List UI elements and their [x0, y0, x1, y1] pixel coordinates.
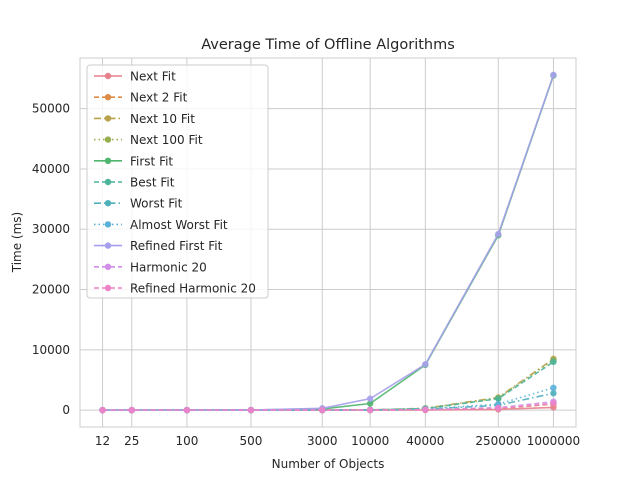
legend-swatch-marker [104, 242, 112, 249]
x-tick-label: 10000 [351, 434, 389, 448]
plot-frame [79, 57, 577, 428]
data-point [550, 384, 557, 392]
legend-swatch-marker [104, 284, 112, 292]
legend-item-best-fit: Best Fit [94, 176, 175, 190]
legend-label: Next 2 Fit [130, 91, 188, 105]
y-tick-label: 30000 [32, 222, 70, 236]
x-tick-label: 250000 [475, 434, 521, 448]
legend-label: Next 100 Fit [130, 133, 203, 147]
legend-item-refined-first-fit: Refined First Fit [94, 239, 223, 253]
data-point [183, 406, 191, 414]
legend-item-refined-harmonic-20: Refined Harmonic 20 [94, 282, 256, 296]
series-next-10-fit [99, 355, 557, 414]
series-lines [99, 71, 557, 414]
x-tick-label: 12 [95, 434, 110, 448]
legend-item-next-fit: Next Fit [94, 70, 176, 84]
legend-label: Best Fit [130, 176, 175, 190]
series-line [102, 361, 554, 411]
series-best-fit [99, 358, 557, 414]
legend-label: Next 10 Fit [130, 112, 195, 126]
legend-label: Almost Worst Fit [130, 218, 228, 232]
series-line [102, 359, 554, 411]
y-tick-label: 10000 [32, 343, 70, 357]
data-point [550, 400, 557, 407]
x-tick-label: 3000 [307, 434, 338, 448]
x-tick-label: 40000 [406, 434, 444, 448]
legend-swatch-marker [104, 72, 112, 80]
x-tick-label: 25 [124, 434, 139, 448]
x-axis-label: Number of Objects [272, 457, 385, 471]
y-axis-ticks: 0 10000 20000 30000 40000 50000 [32, 102, 70, 417]
legend: Next Fit Next 2 Fit Next 10 Fit Next 100 Fi… [86, 64, 269, 299]
data-point [550, 358, 557, 366]
data-point [366, 400, 374, 407]
legend-box [86, 64, 269, 299]
legend-label: Refined First Fit [130, 239, 223, 253]
series-refined-harmonic-20 [99, 400, 557, 414]
x-tick-label: 1000000 [527, 434, 580, 448]
legend-swatch-marker [104, 94, 112, 101]
y-tick-label: 40000 [32, 162, 70, 176]
legend-swatch-marker [104, 157, 112, 164]
legend-item-first-fit: First Fit [94, 154, 173, 168]
data-point [128, 406, 135, 414]
x-axis-ticks: 12 25 100 500 3000 10000 40000 250000 1000000 [95, 434, 580, 448]
legend-item-harmonic-20: Harmonic 20 [94, 260, 207, 274]
series-next-100-fit [99, 356, 557, 414]
legend-swatch-marker [104, 136, 112, 143]
series-line [102, 358, 554, 411]
chart-title: Average Time of Offline Algorithms [201, 37, 455, 53]
legend-item-next-2-fit: Next 2 Fit [94, 91, 188, 105]
legend-swatch-marker [104, 115, 112, 122]
legend-swatch-marker [104, 178, 112, 186]
legend-label: Refined Harmonic 20 [130, 282, 256, 296]
y-tick-label: 50000 [32, 102, 70, 116]
x-tick-label: 500 [240, 434, 263, 448]
data-point [366, 406, 374, 414]
y-axis-label: Time (ms) [10, 212, 24, 274]
data-point [366, 395, 374, 402]
data-point [495, 230, 502, 238]
data-point [422, 361, 429, 368]
y-tick-label: 0 [62, 403, 70, 417]
x-tick-label: 100 [175, 434, 198, 448]
legend-item-worst-fit: Worst Fit [94, 197, 183, 211]
legend-label: Next Fit [130, 70, 176, 84]
legend-label: First Fit [130, 154, 173, 168]
legend-item-next-10-fit: Next 10 Fit [94, 112, 195, 126]
data-point [495, 395, 502, 402]
legend-item-almost-worst-fit: Almost Worst Fit [94, 218, 228, 232]
data-point [99, 406, 106, 414]
data-point [550, 71, 557, 79]
data-point [422, 406, 429, 413]
y-tick-label: 20000 [32, 283, 70, 297]
legend-swatch-marker [104, 221, 112, 228]
data-point [247, 406, 255, 414]
legend-swatch-marker [104, 200, 112, 207]
data-point [495, 405, 502, 412]
legend-item-next-100-fit: Next 100 Fit [94, 133, 203, 147]
legend-swatch-marker [104, 263, 112, 270]
legend-label: Worst Fit [130, 197, 183, 211]
data-point [319, 406, 326, 414]
legend-label: Harmonic 20 [130, 260, 207, 274]
data-point [550, 390, 557, 397]
